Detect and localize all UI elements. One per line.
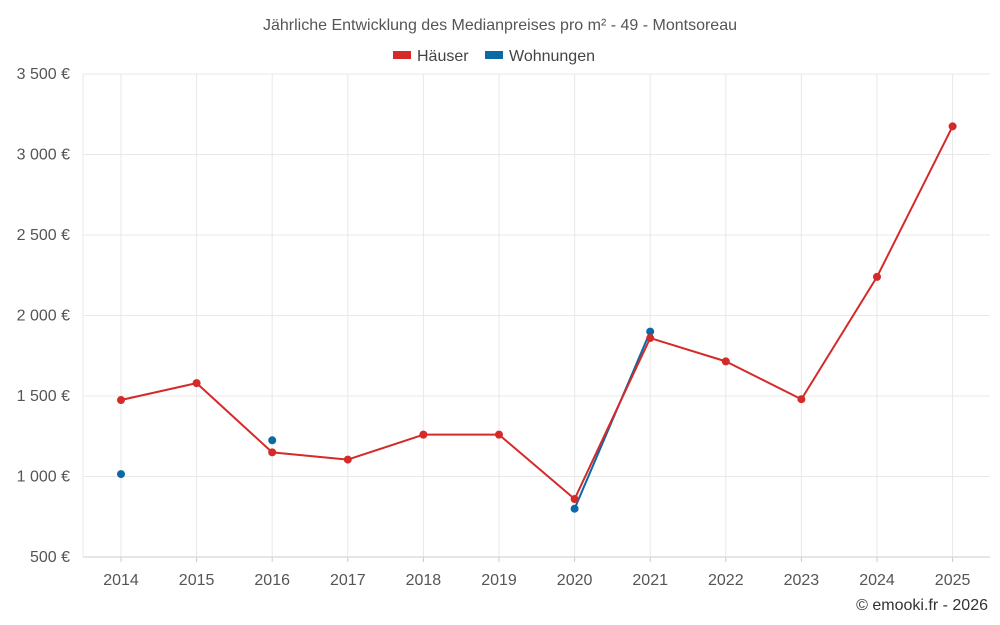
- series-line-segment: [800, 275, 878, 401]
- x-tick-label: 2019: [481, 572, 517, 589]
- data-point[interactable]: [570, 504, 579, 513]
- series-layer: [117, 122, 957, 513]
- x-tick-label: 2015: [179, 572, 215, 589]
- data-point[interactable]: [646, 327, 655, 336]
- data-point[interactable]: [117, 470, 125, 479]
- y-tick-label: 2 500 €: [17, 227, 70, 244]
- series-line-segment: [876, 125, 954, 278]
- legend-label-apartments[interactable]: Wohnungen: [509, 48, 595, 65]
- y-tick-label: 1 000 €: [17, 469, 70, 486]
- y-tick-label: 3 000 €: [17, 147, 70, 164]
- data-point[interactable]: [948, 122, 957, 131]
- data-point[interactable]: [192, 379, 201, 388]
- series-line-segment: [271, 451, 349, 461]
- data-point[interactable]: [797, 395, 806, 404]
- x-tick-label: 2022: [708, 572, 744, 589]
- data-point[interactable]: [646, 334, 655, 343]
- x-tick-label: 2025: [935, 572, 971, 589]
- x-tick-label: 2017: [330, 572, 366, 589]
- gridlines: [82, 73, 990, 562]
- data-point[interactable]: [570, 495, 579, 504]
- series-houses: [117, 122, 957, 504]
- data-point[interactable]: [495, 430, 503, 439]
- series-line-segment: [573, 337, 652, 501]
- series-line-segment: [498, 433, 576, 501]
- chart-title: Jährliche Entwicklung des Medianpreises …: [263, 17, 737, 34]
- series-line-segment: [195, 382, 274, 454]
- x-tick-label: 2020: [557, 572, 593, 589]
- legend-label-houses[interactable]: Häuser: [417, 48, 469, 65]
- data-point[interactable]: [268, 436, 277, 445]
- data-point[interactable]: [343, 455, 352, 464]
- series-line-segment: [724, 360, 803, 401]
- series-apartments: [117, 327, 655, 513]
- x-tick-label: 2021: [632, 572, 668, 589]
- y-tick-label: 2 000 €: [17, 308, 70, 325]
- data-point[interactable]: [117, 396, 125, 405]
- y-tick-label: 500 €: [30, 549, 70, 566]
- series-line-segment: [649, 337, 727, 363]
- x-tick-label: 2018: [406, 572, 442, 589]
- series-line-segment: [120, 382, 198, 402]
- x-tick-label: 2024: [859, 572, 895, 589]
- x-tick-label: 2016: [254, 572, 290, 589]
- data-point[interactable]: [721, 357, 730, 366]
- y-axis-ticks: 3 500 € 3 000 € 2 500 € 2 000 € 1 500 € 1 000…: [17, 66, 70, 566]
- data-point[interactable]: [268, 448, 277, 457]
- legend: Häuser Wohnungen: [393, 48, 595, 65]
- y-tick-label: 1 500 €: [17, 388, 70, 405]
- data-point[interactable]: [873, 272, 881, 281]
- credit-text: © emooki.fr - 2026: [856, 597, 988, 614]
- y-tick-label: 3 500 €: [17, 66, 70, 83]
- x-tick-label: 2023: [784, 572, 820, 589]
- legend-swatch-apartments: [485, 51, 503, 59]
- x-axis-ticks: 2014 2015 2016 2017 2018 2019 2020 2021 2022 2023…: [103, 572, 970, 589]
- legend-swatch-houses: [393, 51, 411, 59]
- data-point[interactable]: [419, 430, 428, 439]
- x-tick-label: 2014: [103, 572, 139, 589]
- series-line-segment: [346, 433, 425, 461]
